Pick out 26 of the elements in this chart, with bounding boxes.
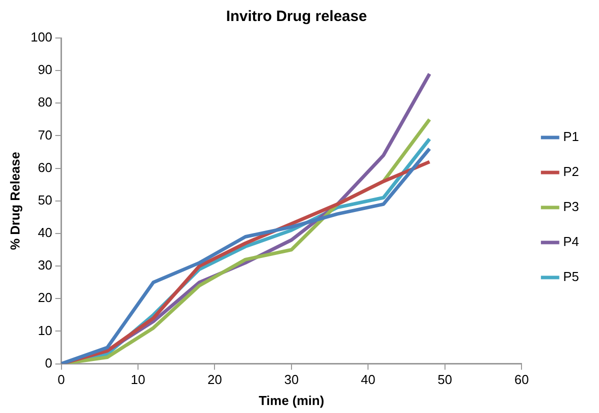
y-tick-label: 30 xyxy=(38,258,52,273)
legend-label: P4 xyxy=(563,234,580,250)
y-tick-label: 100 xyxy=(30,30,52,45)
y-tick-label: 60 xyxy=(38,160,52,175)
x-axis-title: Time (min) xyxy=(258,392,324,408)
chart-title: Invitro Drug release xyxy=(226,8,367,26)
y-tick-label: 70 xyxy=(38,127,52,142)
x-tick-label: 20 xyxy=(207,372,222,388)
y-tick-label: 90 xyxy=(38,62,52,78)
y-tick-label: 80 xyxy=(38,94,52,110)
x-tick-label: 50 xyxy=(438,372,452,388)
y-axis-title: % Drug Release xyxy=(7,152,22,250)
x-tick-label: 0 xyxy=(58,372,65,388)
x-tick-label: 60 xyxy=(514,372,529,388)
legend-label: P5 xyxy=(563,269,580,284)
x-tick-label: 10 xyxy=(130,372,146,388)
y-tick-label: 20 xyxy=(38,290,52,306)
x-tick-label: 40 xyxy=(360,372,376,388)
y-tick-label: 0 xyxy=(45,355,52,370)
legend-label: P1 xyxy=(563,129,580,144)
y-tick-label: 10 xyxy=(38,322,52,338)
legend-label: P3 xyxy=(563,199,580,214)
x-tick-label: 30 xyxy=(284,372,299,388)
y-tick-label: 40 xyxy=(38,225,52,240)
y-tick-label: 50 xyxy=(38,192,52,208)
legend-label: P2 xyxy=(563,164,580,180)
